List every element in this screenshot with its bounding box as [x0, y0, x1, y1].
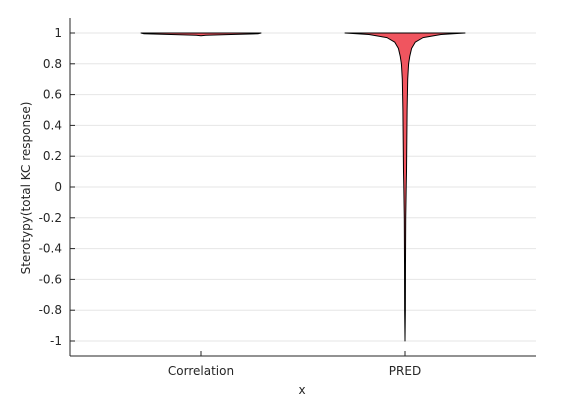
x-axis-ticks: Correlation PRED	[168, 351, 421, 378]
y-tick-label: 0.4	[43, 118, 62, 132]
y-tick-label: -0.4	[39, 242, 62, 256]
x-tick-label: Correlation	[168, 364, 234, 378]
y-tick-label: 0.2	[43, 149, 62, 163]
y-tick-label: 0.6	[43, 88, 62, 102]
y-tick-label: -0.6	[39, 272, 62, 286]
x-tick-label: PRED	[389, 364, 421, 378]
y-tick-label: 0.8	[43, 57, 62, 71]
grid-lines	[70, 33, 536, 341]
violin-correlation	[141, 33, 261, 36]
y-tick-label: -0.2	[39, 211, 62, 225]
y-tick-label: 0	[54, 180, 62, 194]
y-axis-label: Sterotypy(total KC response)	[19, 102, 33, 275]
x-axis-label: x	[298, 383, 305, 397]
y-tick-label: 1	[54, 26, 62, 40]
y-tick-label: -1	[50, 334, 62, 348]
y-tick-label: -0.8	[39, 303, 62, 317]
